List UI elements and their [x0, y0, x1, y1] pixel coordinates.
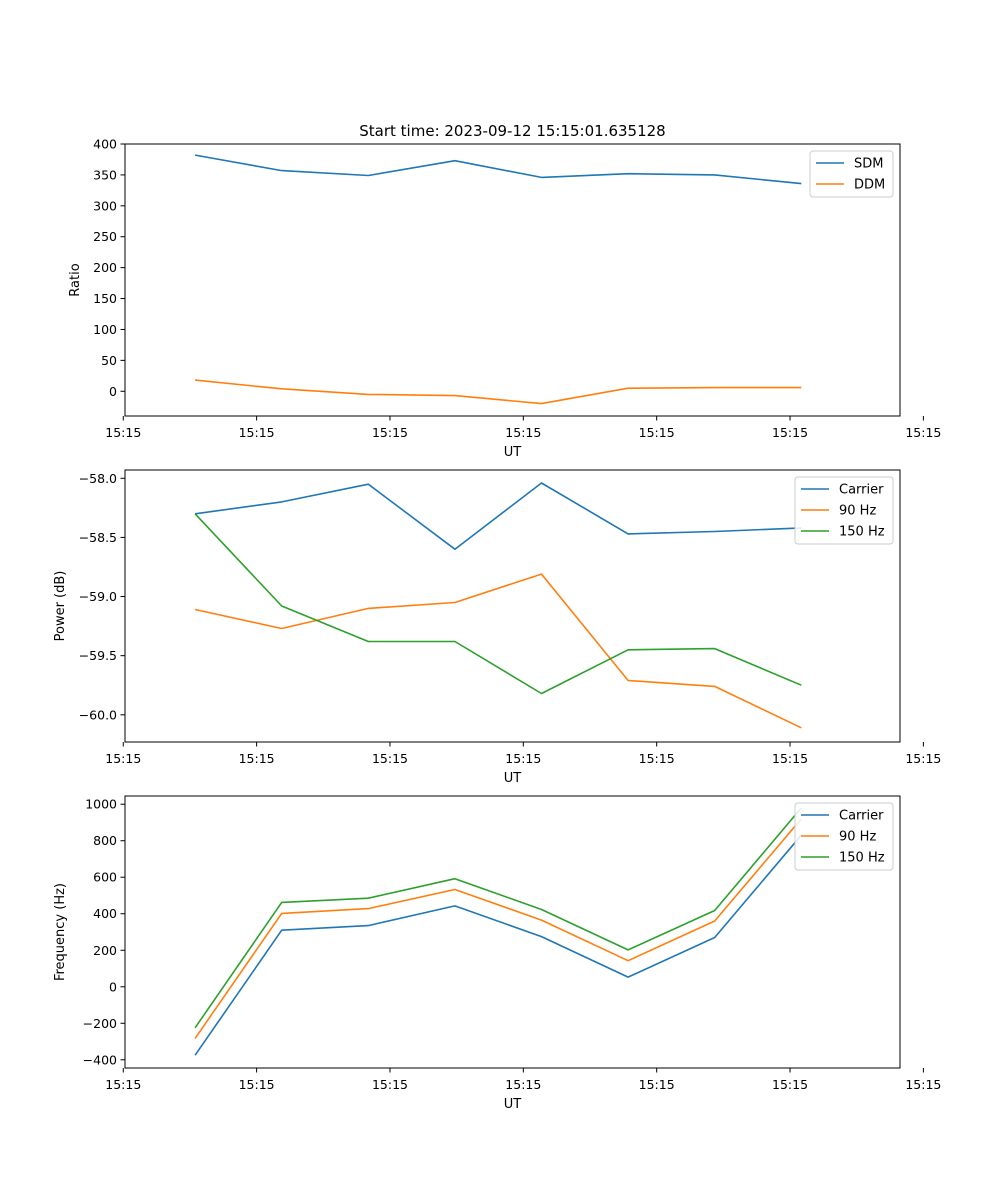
legend-label: SDM	[854, 157, 883, 172]
x-tick-label: 15:15	[905, 425, 941, 440]
x-axis-label: UT	[504, 771, 522, 786]
y-tick-label: 200	[93, 943, 117, 958]
legend-label: Carrier	[839, 809, 884, 824]
series-line-1	[194, 154, 802, 185]
legend-box	[794, 802, 894, 871]
legend-label: 90 Hz	[839, 830, 876, 845]
subplot-1: 15:15 15:15 15:15 15:15 15:15 15:15 15:15 0 50 10…	[68, 137, 941, 461]
x-tick-label: 15:15	[505, 425, 541, 440]
legend: Carrier 90 Hz 150 Hz	[794, 802, 894, 871]
x-tick-label: 15:15	[639, 751, 675, 766]
y-axis-label: Frequency (Hz)	[53, 883, 68, 981]
axes-frame	[124, 795, 901, 1069]
legend-label: 90 Hz	[839, 504, 876, 519]
x-tick-label: 15:15	[239, 1077, 275, 1092]
legend: Carrier 90 Hz 150 Hz	[794, 476, 894, 545]
y-tick-label: −200	[83, 1016, 117, 1031]
x-tick-label: 15:15	[639, 1077, 675, 1092]
x-tick-label: 15:15	[372, 425, 408, 440]
legend-label: 150 Hz	[839, 851, 885, 866]
y-tick-label: 1000	[85, 797, 117, 812]
legend-box	[794, 476, 894, 545]
y-tick-label: 300	[93, 198, 117, 213]
legend: SDM DDM	[809, 150, 894, 198]
y-axis-label: Ratio	[68, 263, 83, 296]
x-tick-label: 15:15	[772, 1077, 808, 1092]
x-tick-label: 15:15	[372, 1077, 408, 1092]
x-tick-label: 15:15	[239, 425, 275, 440]
y-tick-label: −58.0	[79, 471, 117, 486]
y-axis-label: Power (dB)	[53, 571, 68, 642]
x-tick-label: 15:15	[905, 751, 941, 766]
series-line-2	[194, 818, 802, 1039]
x-tick-label: 15:15	[905, 1077, 941, 1092]
x-tick-label: 15:15	[639, 425, 675, 440]
series-line-2	[195, 379, 802, 405]
x-tick-label: 15:15	[772, 425, 808, 440]
y-tick-label: 50	[101, 353, 117, 368]
y-tick-label: 250	[93, 229, 117, 244]
series-line-1	[194, 834, 802, 1056]
y-tick-label: 400	[93, 137, 117, 152]
series-line-2	[194, 573, 802, 729]
y-tick-label: 350	[93, 167, 117, 182]
x-tick-label: 15:15	[105, 425, 141, 440]
y-tick-label: 0	[109, 384, 117, 399]
y-tick-label: 200	[93, 260, 117, 275]
y-tick-label: −59.5	[79, 648, 117, 663]
x-tick-label: 15:15	[505, 1077, 541, 1092]
y-tick-label: −400	[83, 1052, 117, 1067]
x-tick-label: 15:15	[505, 751, 541, 766]
legend-label: DDM	[854, 178, 885, 193]
x-tick-label: 15:15	[105, 1077, 141, 1092]
figure-title: Start time: 2023-09-12 15:15:01.635128	[359, 122, 665, 140]
x-axis-label: UT	[504, 445, 522, 460]
axes-frame	[124, 143, 901, 417]
subplot-3: 15:15 15:15 15:15 15:15 15:15 15:15 15:15 −400 −…	[53, 795, 941, 1112]
series-line-3	[194, 807, 802, 1029]
legend-label: 150 Hz	[839, 525, 885, 540]
x-tick-label: 15:15	[372, 751, 408, 766]
x-axis-label: UT	[504, 1097, 522, 1112]
y-tick-label: −60.0	[79, 707, 117, 722]
legend-label: Carrier	[839, 483, 884, 498]
axes-frame	[124, 469, 901, 743]
series-line-1	[194, 482, 802, 551]
x-tick-label: 15:15	[239, 751, 275, 766]
y-tick-label: 100	[93, 322, 117, 337]
y-tick-label: 800	[93, 833, 117, 848]
x-tick-label: 15:15	[772, 751, 808, 766]
y-tick-label: −59.0	[79, 589, 117, 604]
series-line-3	[194, 513, 802, 695]
x-tick-label: 15:15	[105, 751, 141, 766]
y-tick-label: 150	[93, 291, 117, 306]
y-tick-label: 600	[93, 870, 117, 885]
y-tick-label: 400	[93, 906, 117, 921]
y-tick-label: −58.5	[79, 530, 117, 545]
subplots: 15:15 15:15 15:15 15:15 15:15 15:15 15:15 0 50 10…	[53, 137, 941, 1113]
subplot-2: 15:15 15:15 15:15 15:15 15:15 15:15 15:15 −60.0…	[53, 469, 941, 786]
y-tick-label: 0	[109, 979, 117, 994]
